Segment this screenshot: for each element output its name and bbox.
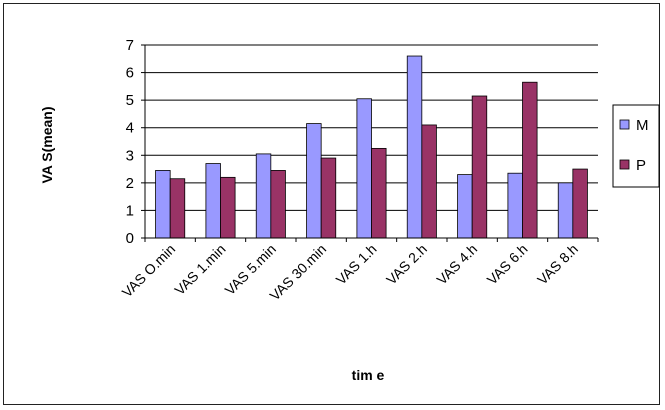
x-tick-label: VAS 1.min (171, 241, 228, 298)
y-tick-label: 4 (126, 120, 134, 137)
y-tick-label: 0 (126, 230, 134, 247)
y-axis-ticks: 0 1 2 3 4 5 6 7 (126, 37, 145, 247)
x-tick-label: VAS 1.h (333, 241, 380, 288)
legend-label-m: M (636, 117, 649, 134)
y-tick-label: 3 (126, 147, 134, 164)
legend-label-p: P (636, 157, 646, 174)
y-tick-label: 5 (126, 92, 134, 109)
legend-swatch-p (619, 159, 630, 170)
bar-p (471, 95, 488, 239)
bar-m (205, 163, 221, 239)
x-tick-label: VAS 4.h (433, 241, 480, 288)
bar-m (155, 170, 171, 239)
bar-p (522, 81, 538, 239)
y-tick-label: 6 (126, 65, 134, 82)
x-tick-label: VAS O.min (119, 241, 179, 301)
bar-p (220, 176, 236, 239)
x-tick-label: VAS 2.h (383, 241, 430, 288)
y-tick-label: 7 (126, 37, 134, 54)
bar-p (169, 178, 186, 239)
bar-p (320, 157, 337, 239)
bar-m (557, 182, 574, 239)
x-tick-label: VAS 6.h (484, 241, 531, 288)
legend-swatch-m (619, 119, 630, 130)
bar-m (356, 98, 372, 239)
bars (155, 55, 588, 239)
y-tick-label: 1 (126, 202, 134, 219)
bar-p (270, 170, 286, 239)
y-axis-title: VA S(mean) (39, 106, 55, 183)
bar-m (457, 174, 473, 239)
legend-box (612, 104, 660, 188)
legend: M P (612, 104, 660, 188)
y-tick-label: 2 (126, 175, 134, 192)
bar-m (306, 123, 322, 239)
bar-p (572, 168, 588, 239)
x-tick-label: VAS 8.h (534, 241, 581, 288)
bar-p (421, 124, 437, 239)
bar-m (406, 55, 423, 239)
bar-m (507, 172, 523, 239)
bar-m (255, 153, 272, 239)
x-axis-title: tim e (352, 367, 385, 383)
bar-p (371, 147, 387, 239)
